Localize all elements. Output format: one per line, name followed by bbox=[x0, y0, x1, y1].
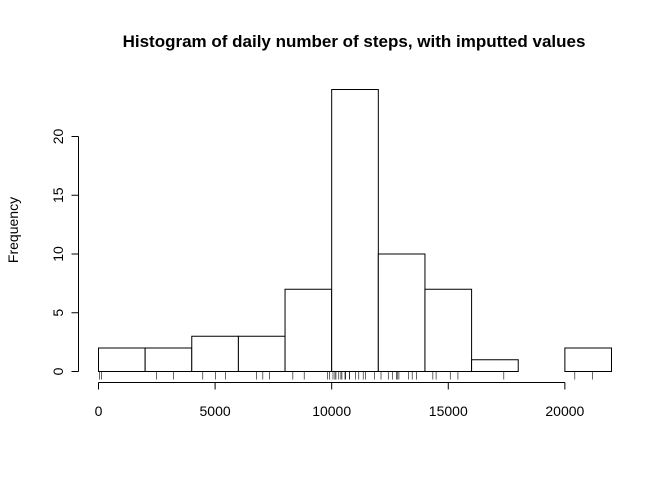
histogram-bar-8 bbox=[471, 359, 519, 372]
histogram-bar-2 bbox=[191, 335, 239, 372]
histogram-bar-10 bbox=[564, 347, 613, 372]
y-tick-label-4: 20 bbox=[50, 129, 66, 145]
x-tick-label-2: 10000 bbox=[312, 403, 351, 419]
histogram-bar-7 bbox=[424, 288, 473, 372]
histogram-bar-6 bbox=[377, 253, 426, 372]
x-tick-label-4: 20000 bbox=[545, 403, 584, 419]
y-tick-label-1: 5 bbox=[50, 309, 66, 317]
histogram-bars bbox=[98, 89, 613, 372]
y-tick-label-0: 0 bbox=[50, 367, 66, 375]
histogram-bar-0 bbox=[98, 347, 146, 372]
histogram-bar-4 bbox=[284, 288, 333, 372]
chart-title: Histogram of daily number of steps, with… bbox=[123, 32, 586, 51]
histogram-bar-1 bbox=[144, 347, 193, 372]
histogram-bar-5 bbox=[331, 89, 379, 372]
x-tick-label-0: 0 bbox=[95, 403, 103, 419]
y-axis: 0 5 10 15 20 bbox=[50, 129, 79, 375]
x-tick-label-1: 5000 bbox=[200, 403, 231, 419]
x-axis: 0 5000 10000 15000 20000 bbox=[95, 382, 585, 419]
rug-marks bbox=[99, 371, 594, 380]
y-axis-label: Frequency bbox=[5, 197, 21, 263]
y-tick-label-3: 15 bbox=[50, 187, 66, 203]
x-tick-label-3: 15000 bbox=[429, 403, 468, 419]
y-tick-label-2: 10 bbox=[50, 246, 66, 262]
histogram-bar-3 bbox=[237, 335, 286, 372]
